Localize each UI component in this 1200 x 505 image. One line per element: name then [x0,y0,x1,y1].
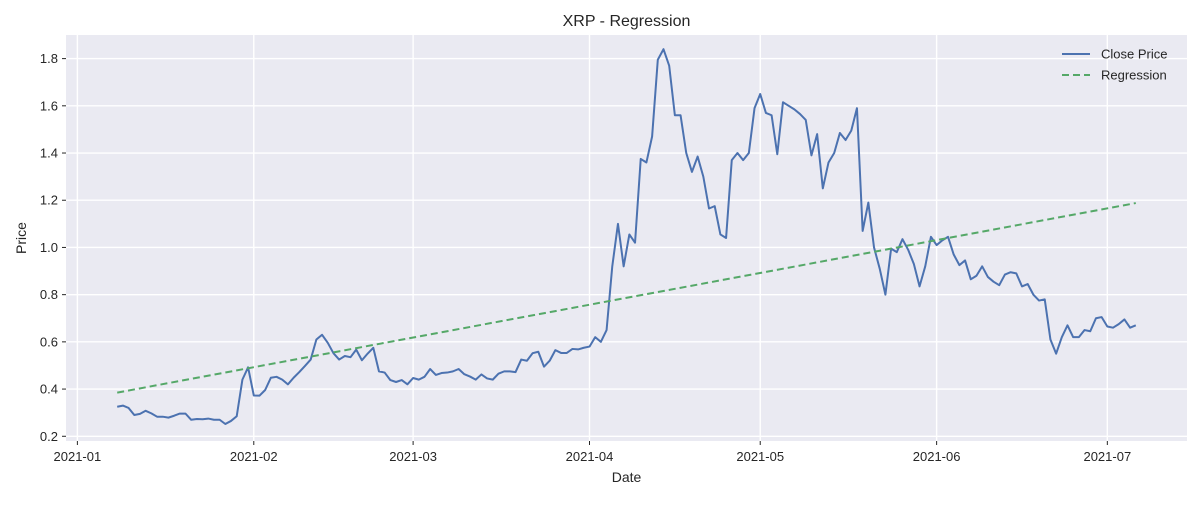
regression-line [117,202,1136,394]
grid-lines [66,35,1187,441]
chart-title: XRP - Regression [563,13,691,30]
legend-label-regression: Regression [1101,68,1167,83]
y-tick-label: 0.6 [40,334,58,349]
y-axis-label: Price [13,222,29,254]
y-tick-label: 1.4 [40,146,58,161]
y-tick-label: 1.8 [40,51,58,66]
x-tick-label: 2021-07 [1083,449,1131,464]
x-tick-label: 2021-06 [913,449,961,464]
series-lines [117,48,1137,425]
y-tick-label: 0.4 [40,382,58,397]
close-price-line [117,48,1137,425]
x-tick-label: 2021-02 [230,449,278,464]
legend: Close Price Regression [1062,47,1167,83]
y-tick-label: 0.2 [40,429,58,444]
x-tick-label: 2021-03 [389,449,437,464]
y-tick-label: 0.8 [40,287,58,302]
y-tick-label: 1.2 [40,193,58,208]
x-tick-label: 2021-05 [736,449,784,464]
x-tick-label: 2021-04 [566,449,614,464]
plot-area [66,35,1187,441]
x-axis-label: Date [612,469,642,485]
legend-label-close-price: Close Price [1101,47,1167,62]
x-tick-label: 2021-01 [54,449,102,464]
y-tick-label: 1.6 [40,98,58,113]
y-tick-label: 1.0 [40,240,58,255]
tick-labels: 2021-01 2021-02 2021-03 2021-04 2021-05 2021-… [40,51,1131,464]
